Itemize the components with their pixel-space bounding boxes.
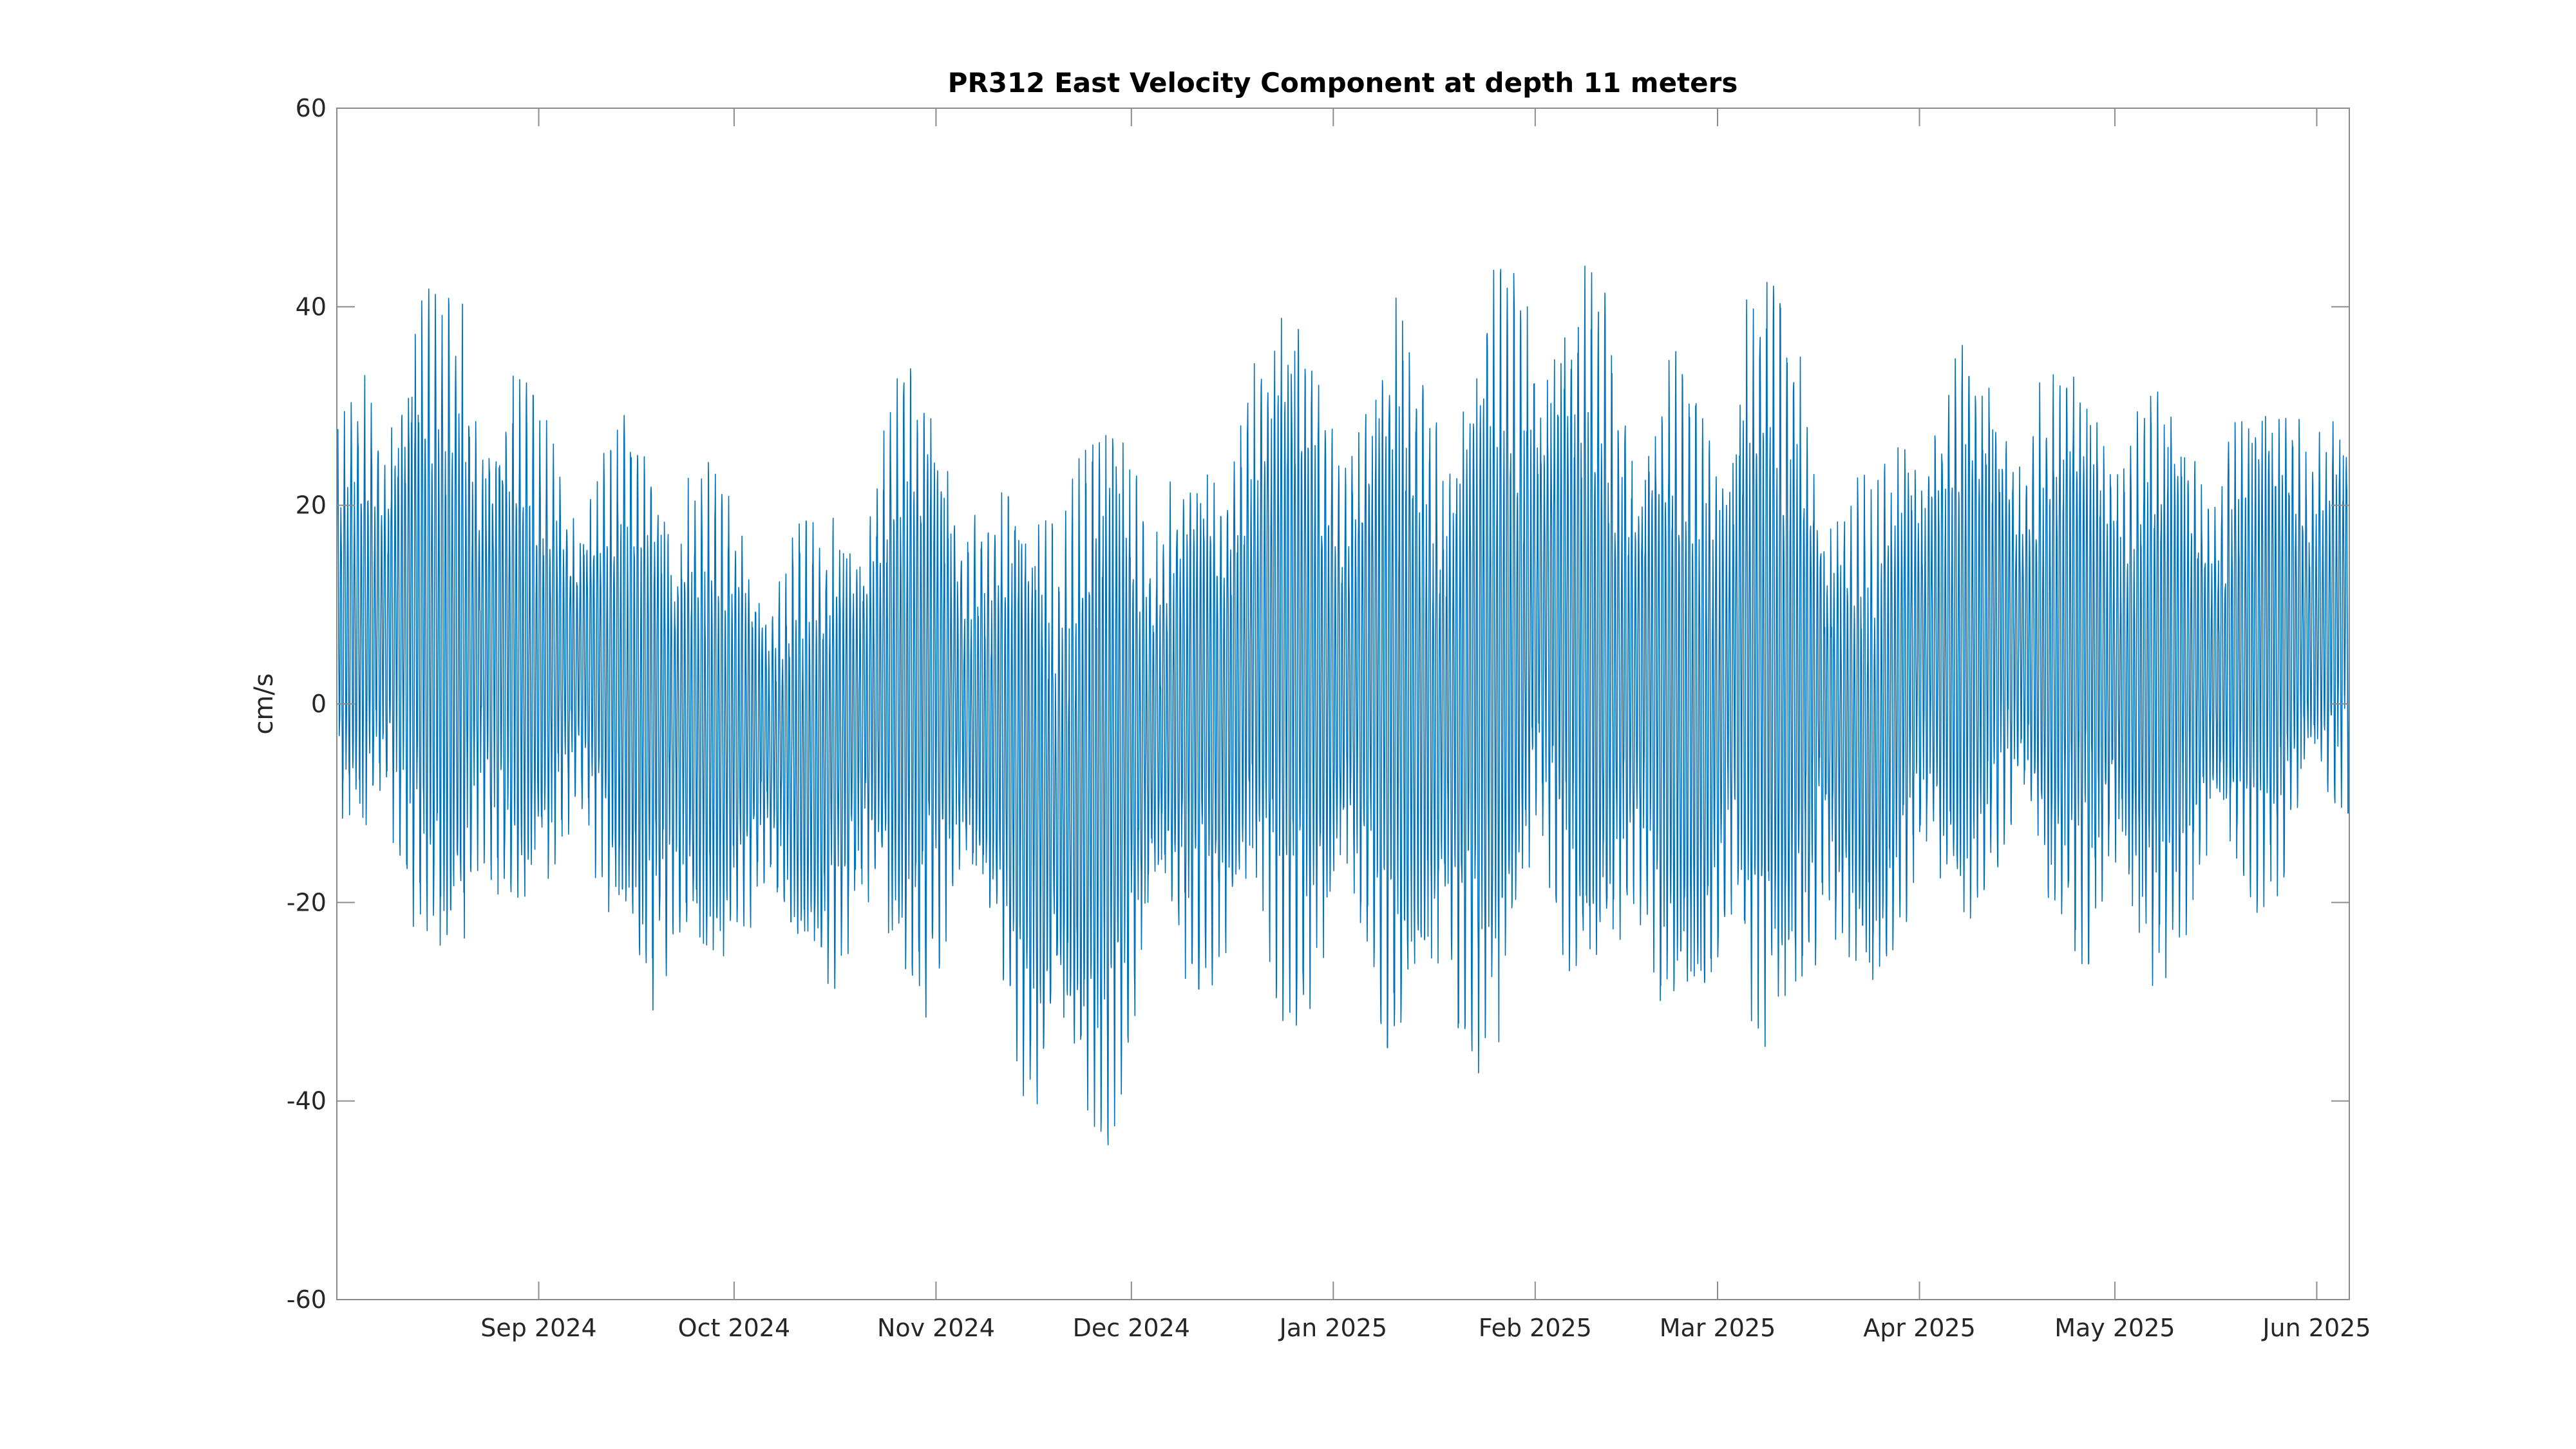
x-tick-label: Feb 2025 <box>1479 1314 1592 1342</box>
y-axis-label: cm/s <box>249 673 279 734</box>
x-tick-label: Apr 2025 <box>1863 1314 1976 1342</box>
y-tick-label: 40 <box>296 292 327 321</box>
x-tick-label: Jun 2025 <box>2261 1314 2371 1342</box>
y-tick-label: -60 <box>287 1285 327 1314</box>
x-tick-label: Mar 2025 <box>1660 1314 1776 1342</box>
chart-title: PR312 East Velocity Component at depth 1… <box>948 67 1738 99</box>
x-axis: Sep 2024 Oct 2024 Nov 2024 Dec 2024 Jan 2025… <box>480 108 2371 1342</box>
y-tick-label: 20 <box>296 491 327 520</box>
x-tick-label: Jan 2025 <box>1278 1314 1387 1342</box>
y-tick-label: -20 <box>287 888 327 916</box>
x-tick-label: May 2025 <box>2054 1314 2175 1342</box>
y-tick-label: 0 <box>311 690 327 718</box>
x-tick-label: Dec 2024 <box>1073 1314 1190 1342</box>
series-line <box>336 265 2350 1146</box>
x-tick-label: Sep 2024 <box>480 1314 596 1342</box>
y-tick-label: 60 <box>296 94 327 122</box>
x-tick-label: Oct 2024 <box>678 1314 791 1342</box>
x-tick-label: Nov 2024 <box>877 1314 995 1342</box>
series-layer <box>336 265 2350 1146</box>
y-axis: 60 40 20 0 -20 -40 -60 <box>287 94 2349 1314</box>
y-tick-label: -40 <box>287 1087 327 1115</box>
